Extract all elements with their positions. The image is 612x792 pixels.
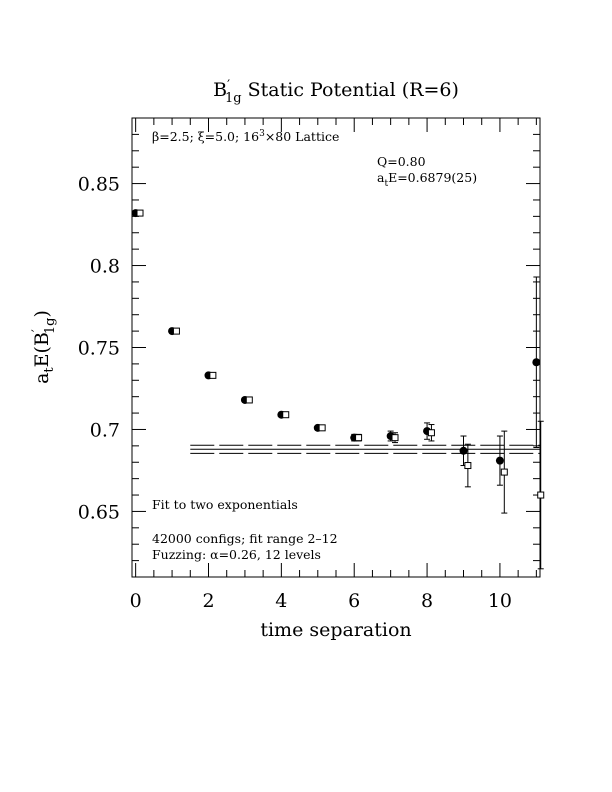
y-axis-title: atE(B′1g) <box>30 310 58 384</box>
x-tick-label: 0 <box>130 590 142 612</box>
data-point <box>136 209 144 217</box>
annotation-energy: atE=0.6879(25) <box>377 170 477 189</box>
x-tick-label: 4 <box>275 590 287 612</box>
x-tick-label: 2 <box>202 590 214 612</box>
data-point <box>495 456 504 465</box>
chart-title-sub: 1g <box>225 91 242 106</box>
y-axis-title-sub: 1g <box>43 318 58 335</box>
data-point <box>459 446 468 455</box>
data-point <box>427 429 435 437</box>
y-axis-title-prime: ′ <box>30 329 45 332</box>
y-axis-title-t: t <box>42 367 57 373</box>
y-tick-label: 0.75 <box>78 338 120 360</box>
y-tick-label: 0.8 <box>90 256 120 278</box>
chart-title-prime: ′ <box>227 78 230 93</box>
data-point <box>391 434 399 442</box>
annotation-lattice-exp: 3 <box>259 129 265 139</box>
series-1 <box>131 209 541 486</box>
chart-title-main: B <box>213 79 227 101</box>
annotation-energy-t: t <box>384 179 388 189</box>
data-point <box>500 468 508 476</box>
annotation-energy-rest: E=0.6879(25) <box>388 170 477 185</box>
data-series <box>131 209 545 570</box>
y-tick-labels: 0.65 0.7 0.75 0.8 0.85 <box>78 174 120 524</box>
annotation-configs: 42000 configs; fit range 2–12 <box>152 531 338 546</box>
ticks <box>132 117 540 578</box>
annotation-lattice: β=2.5; ξ=5.0; 163×80 Lattice <box>152 129 339 144</box>
y-axis-title-a: a <box>31 373 53 384</box>
x-tick-label: 6 <box>348 590 360 612</box>
x-tick-labels: 0 2 4 6 8 10 <box>130 590 512 612</box>
data-point <box>537 491 545 499</box>
annotation-fuzzing: Fuzzing: α=0.26, 12 levels <box>152 547 321 562</box>
x-tick-label: 10 <box>488 590 512 612</box>
data-point <box>282 411 290 419</box>
annotation-energy-a: a <box>377 170 385 185</box>
fit-band <box>190 444 540 454</box>
annotation-fit-note: Fit to two exponentials <box>152 497 298 512</box>
annotation-lattice-beta: β=2.5; ξ=5.0; 16 <box>152 129 259 144</box>
data-point <box>464 462 472 470</box>
annotation-q: Q=0.80 <box>377 154 426 169</box>
annotation-lattice-rest: ×80 Lattice <box>265 129 340 144</box>
data-point <box>355 434 363 442</box>
chart-title-rest: Static Potential (R=6) <box>242 79 459 101</box>
chart-title: B′ 1g Static Potential (R=6) <box>213 78 459 106</box>
y-tick-label: 0.85 <box>78 174 120 196</box>
y-axis-title-close: ) <box>31 310 53 317</box>
data-point <box>532 358 541 367</box>
x-axis-title: time separation <box>260 619 411 641</box>
data-point <box>245 396 253 404</box>
y-tick-label: 0.7 <box>90 419 120 441</box>
series-2 <box>136 209 545 570</box>
data-point <box>209 371 217 379</box>
y-tick-label: 0.65 <box>78 501 120 523</box>
data-point <box>318 424 326 432</box>
y-axis-title-E: E(B <box>31 332 53 367</box>
x-tick-label: 8 <box>421 590 433 612</box>
data-point <box>172 327 180 335</box>
